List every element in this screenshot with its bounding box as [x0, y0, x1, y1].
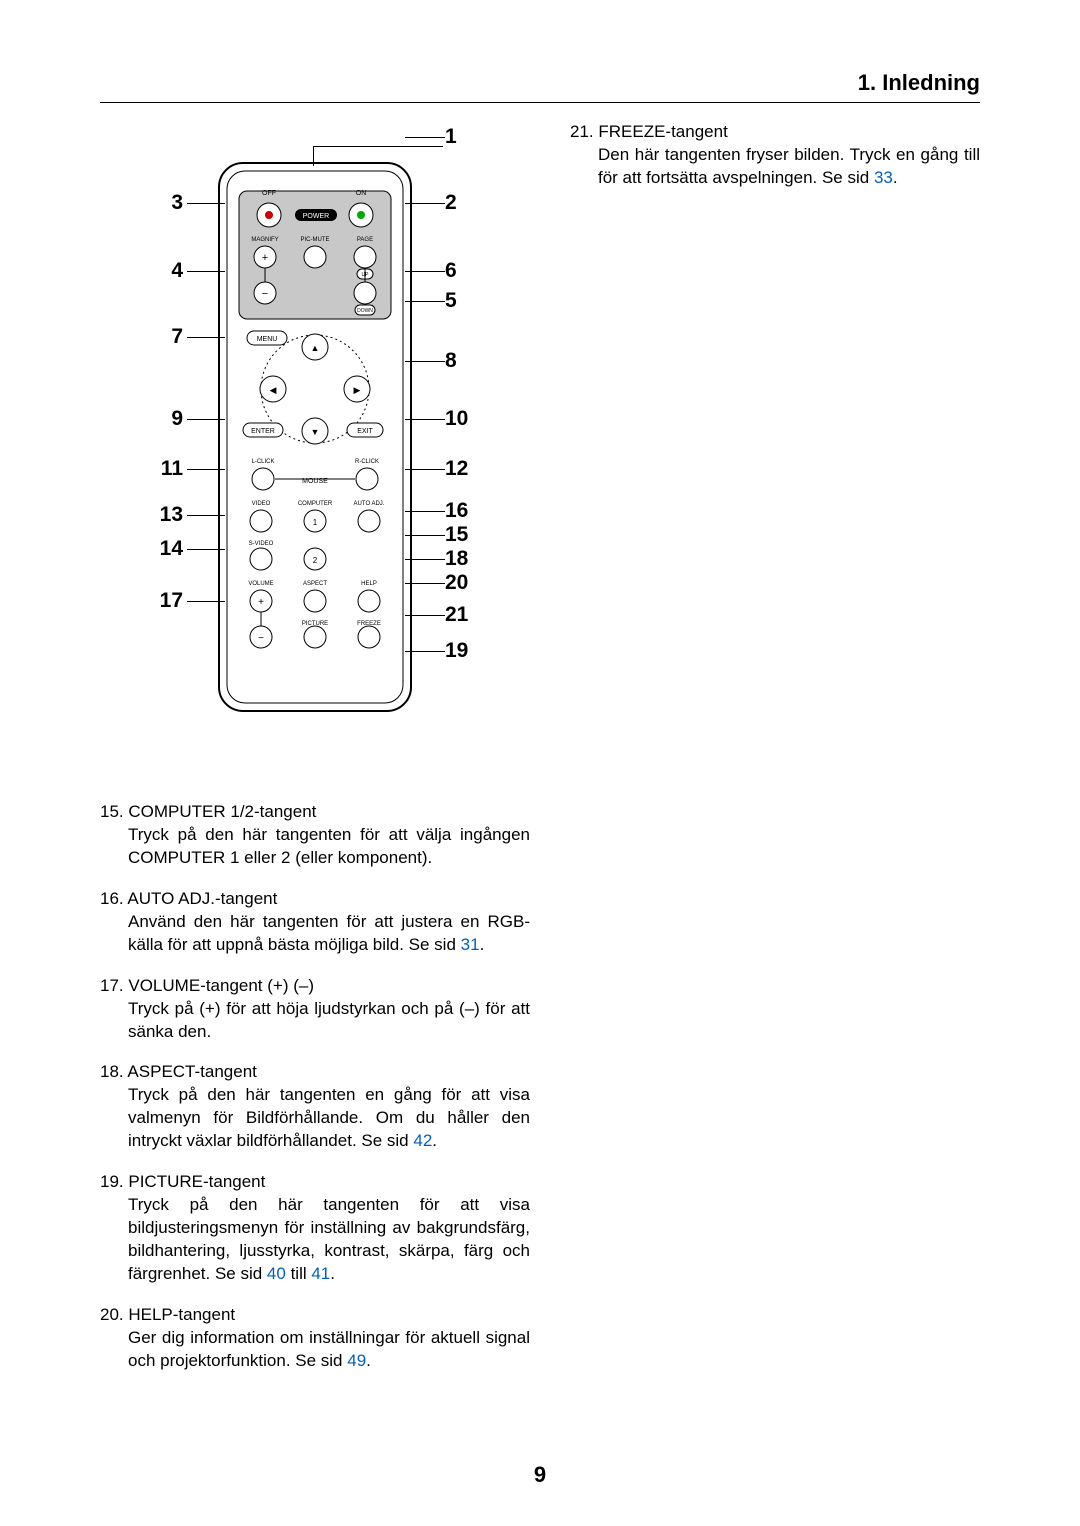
item-body: Ger dig information om inställningar för… [100, 1327, 530, 1373]
svg-text:MAGNIFY: MAGNIFY [251, 237, 278, 243]
item-number: 17. [100, 976, 128, 995]
svg-text:▲: ▲ [311, 343, 320, 353]
page-ref-link[interactable]: 40 [267, 1264, 286, 1283]
svg-text:COMPUTER: COMPUTER [298, 501, 333, 507]
svg-text:PAGE: PAGE [357, 237, 373, 243]
callout-6: 6 [445, 259, 457, 283]
item-number: 18. [100, 1062, 127, 1081]
page-ref-link[interactable]: 49 [347, 1351, 366, 1370]
svg-text:OFF: OFF [262, 190, 276, 197]
callout-15: 15 [445, 523, 468, 547]
description-list-left: 15. COMPUTER 1/2-tangent Tryck på den här… [100, 801, 530, 1373]
item-number: 20. [100, 1305, 128, 1324]
callout-10: 10 [445, 407, 468, 431]
item-body: Tryck på (+) för att höja ljudstyrkan oc… [100, 998, 530, 1044]
svg-text:▼: ▼ [311, 427, 320, 437]
callout-14: 14 [153, 537, 183, 561]
callout-5: 5 [445, 289, 457, 313]
desc-item: 21. FREEZE-tangent Den här tangenten frys… [570, 121, 980, 190]
remote-svg: POWER OFF ON MAGNIFY PIC-MUTE PAGE + UP … [217, 161, 413, 721]
item-number: 15. [100, 802, 128, 821]
svg-text:+: + [258, 597, 264, 608]
item-title: FREEZE-tangent [598, 122, 727, 141]
callout-17: 17 [153, 589, 183, 613]
svg-text:VOLUME: VOLUME [248, 581, 273, 587]
remote-illustration: POWER OFF ON MAGNIFY PIC-MUTE PAGE + UP … [125, 121, 505, 761]
callout-21: 21 [445, 603, 468, 627]
item-body: Tryck på den här tangenten för att visa … [100, 1194, 530, 1286]
desc-item: 20. HELP-tangent Ger dig information om i… [100, 1304, 530, 1373]
item-title: VOLUME-tangent (+) (–) [128, 976, 314, 995]
item-title: AUTO ADJ.-tangent [127, 889, 277, 908]
svg-text:▶: ▶ [354, 385, 361, 395]
item-number: 21. [570, 122, 598, 141]
svg-text:MENU: MENU [257, 336, 278, 343]
callout-11: 11 [153, 457, 183, 481]
page-ref-link[interactable]: 33 [874, 168, 893, 187]
item-title: PICTURE-tangent [128, 1172, 265, 1191]
callout-16: 16 [445, 499, 468, 523]
callout-12: 12 [445, 457, 468, 481]
desc-item: 19. PICTURE-tangent Tryck på den här tang… [100, 1171, 530, 1286]
desc-item: 18. ASPECT-tangent Tryck på den här tange… [100, 1061, 530, 1153]
callout-20: 20 [445, 571, 468, 595]
svg-text:ON: ON [356, 190, 367, 197]
svg-text:−: − [258, 633, 264, 644]
item-title: COMPUTER 1/2-tangent [128, 802, 316, 821]
item-number: 19. [100, 1172, 128, 1191]
item-title: ASPECT-tangent [127, 1062, 256, 1081]
page-number: 9 [0, 1462, 1080, 1488]
svg-text:+: + [262, 252, 268, 264]
item-body: Den här tangenten fryser bilden. Tryck e… [570, 144, 980, 190]
svg-text:L-CLICK: L-CLICK [251, 459, 274, 465]
page-ref-link[interactable]: 41 [311, 1264, 330, 1283]
item-body: Använd den här tangenten för att justera… [100, 911, 530, 957]
desc-item: 15. COMPUTER 1/2-tangent Tryck på den här… [100, 801, 530, 870]
callout-4: 4 [153, 259, 183, 283]
item-title: HELP-tangent [128, 1305, 235, 1324]
callout-18: 18 [445, 547, 468, 571]
svg-text:S-VIDEO: S-VIDEO [249, 541, 274, 547]
callout-2: 2 [445, 191, 457, 215]
callout-8: 8 [445, 349, 457, 373]
page-ref-link[interactable]: 42 [413, 1131, 432, 1150]
description-list-right: 21. FREEZE-tangent Den här tangenten frys… [570, 121, 980, 190]
callout-9: 9 [153, 407, 183, 431]
section-header: 1. Inledning [100, 70, 980, 103]
svg-text:◀: ◀ [270, 385, 277, 395]
svg-text:ASPECT: ASPECT [303, 581, 327, 587]
svg-text:EXIT: EXIT [357, 428, 373, 435]
callout-19: 19 [445, 639, 468, 663]
svg-text:POWER: POWER [303, 213, 329, 220]
svg-text:AUTO ADJ.: AUTO ADJ. [354, 501, 385, 507]
item-body: Tryck på den här tangenten en gång för a… [100, 1084, 530, 1153]
svg-text:DOWN: DOWN [357, 308, 373, 314]
callout-1: 1 [445, 125, 457, 149]
desc-item: 16. AUTO ADJ.-tangent Använd den här tang… [100, 888, 530, 957]
item-number: 16. [100, 889, 127, 908]
svg-text:ENTER: ENTER [251, 428, 275, 435]
svg-text:VIDEO: VIDEO [252, 501, 271, 507]
callout-13: 13 [153, 503, 183, 527]
svg-text:1: 1 [313, 518, 318, 527]
svg-text:HELP: HELP [361, 581, 377, 587]
svg-text:R-CLICK: R-CLICK [355, 459, 379, 465]
svg-text:PIC-MUTE: PIC-MUTE [301, 237, 330, 243]
svg-text:2: 2 [313, 556, 318, 565]
desc-item: 17. VOLUME-tangent (+) (–) Tryck på (+) f… [100, 975, 530, 1044]
callout-7: 7 [153, 325, 183, 349]
callout-3: 3 [153, 191, 183, 215]
svg-text:−: − [262, 288, 268, 300]
page-ref-link[interactable]: 31 [461, 935, 480, 954]
item-body: Tryck på den här tangenten för att välja… [100, 824, 530, 870]
